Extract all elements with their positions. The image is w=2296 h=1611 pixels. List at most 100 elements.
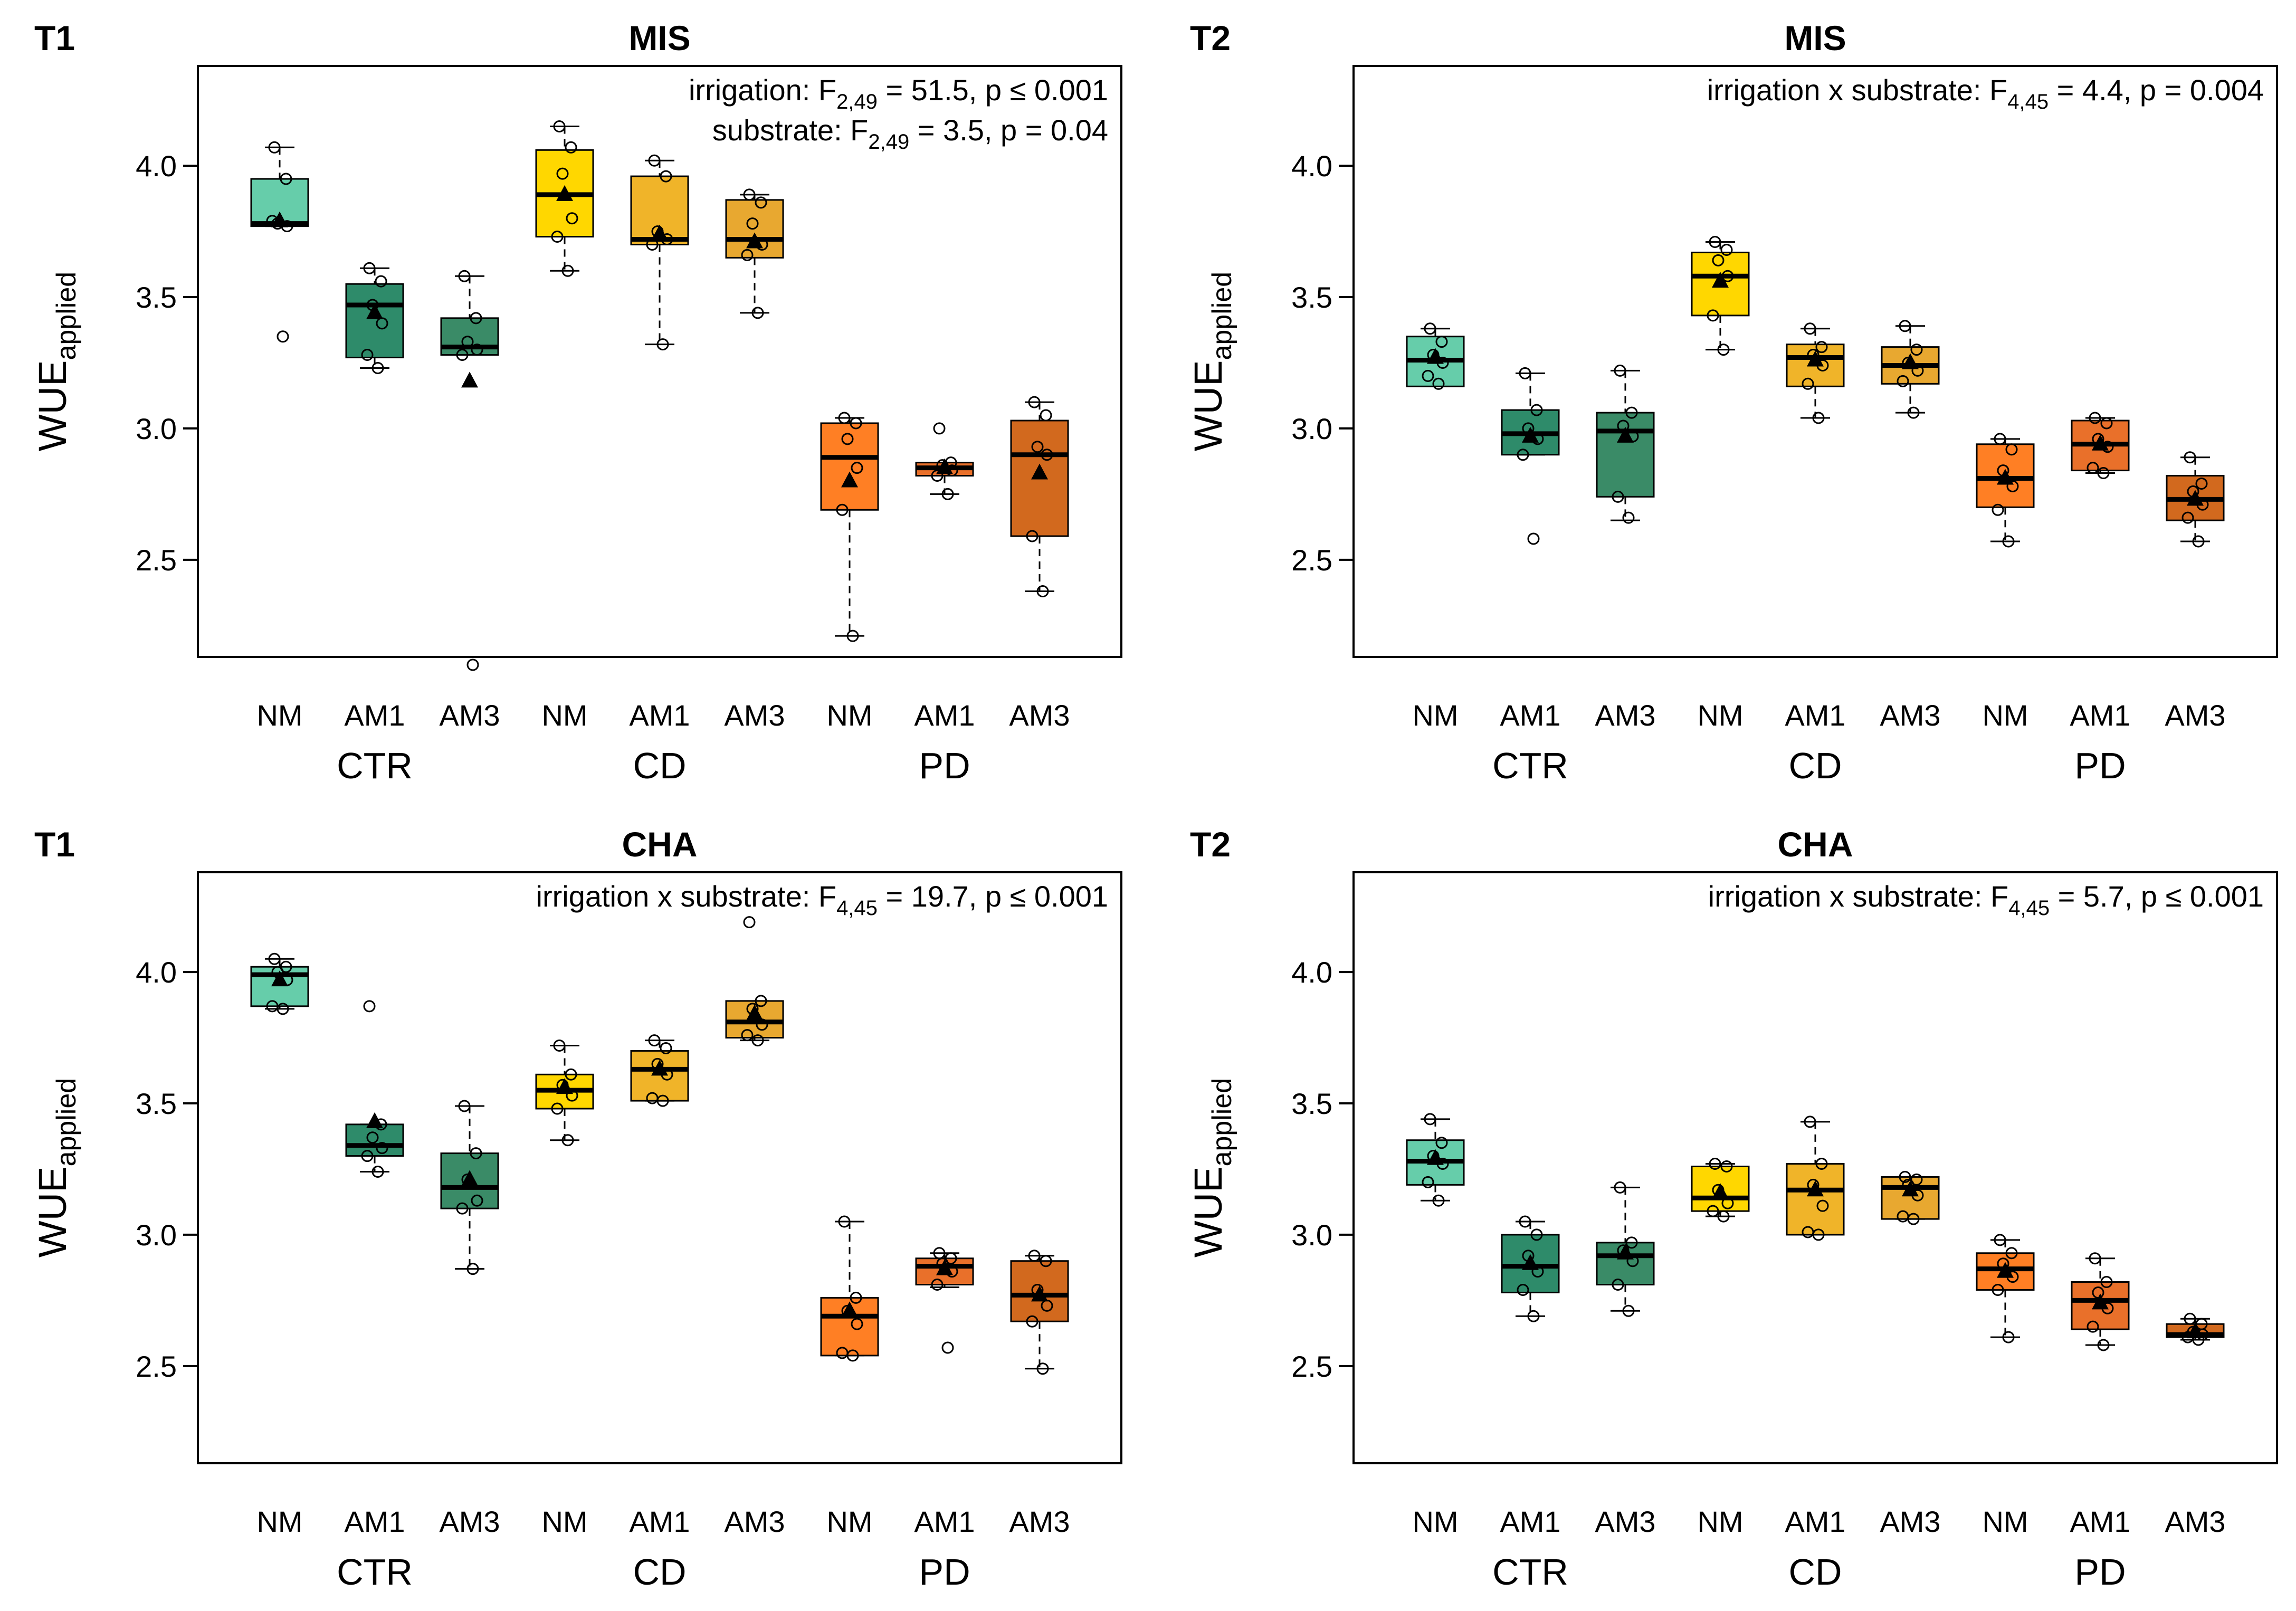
- data-point: [1422, 1176, 1434, 1188]
- data-point: [2097, 1339, 2110, 1351]
- box-ctr-am3: [1596, 1181, 1655, 1317]
- y-axis-label-main: WUE: [1186, 360, 1230, 452]
- data-point: [1815, 1158, 1828, 1170]
- data-point: [1527, 1310, 1540, 1322]
- data-point: [1899, 1170, 1911, 1183]
- y-tick-label: 2.5: [1291, 544, 1332, 577]
- stat-annotation-post: = 51.5, p ≤ 0.001: [878, 73, 1108, 107]
- data-point: [361, 349, 374, 361]
- time-label: T1: [34, 18, 75, 58]
- stat-annotation-post: = 3.5, p = 0.04: [909, 113, 1108, 147]
- data-point: [268, 952, 281, 965]
- box-ctr-am3: [1596, 364, 1655, 524]
- data-point: [751, 307, 764, 319]
- data-point: [836, 503, 849, 516]
- y-axis-label: WUEapplied: [1186, 272, 1237, 451]
- y-tick-label: 3.5: [1291, 1087, 1332, 1120]
- data-point: [1517, 449, 1529, 461]
- data-point: [2002, 1331, 2015, 1343]
- data-point: [375, 275, 387, 288]
- data-point: [1517, 1283, 1529, 1296]
- panel-t1-cha: T1 CHA 2.5 3.0 3.5 4.0 WUEapplied NM AM1 AM3 NM AM1…: [31, 825, 1122, 1593]
- x-tick-label: AM1: [914, 699, 975, 732]
- data-point: [1720, 243, 1733, 256]
- data-point: [1026, 530, 1039, 542]
- data-point: [1712, 254, 1725, 266]
- data-point: [366, 1131, 379, 1144]
- data-point: [850, 1291, 862, 1304]
- data-point: [551, 1102, 564, 1115]
- x-tick-label: NM: [541, 699, 587, 732]
- mean-marker: [1807, 350, 1824, 367]
- panel-t2-cha: T2 CHA 2.5 3.0 3.5 4.0 WUEapplied NM AM1 AM3 NM AM1…: [1186, 825, 2278, 1593]
- data-point: [556, 167, 569, 180]
- y-tick-label: 3.0: [136, 412, 177, 445]
- mean-marker: [1712, 272, 1729, 288]
- data-point: [1531, 1265, 1544, 1278]
- data-point: [363, 1000, 376, 1013]
- box-ctr-nm: [1406, 1113, 1465, 1207]
- y-axis-label-sub: applied: [1207, 272, 1237, 360]
- time-label: T2: [1190, 18, 1231, 58]
- y-tick-label: 4.0: [1291, 956, 1332, 989]
- data-point: [1812, 1228, 1825, 1241]
- y-axis-label-sub: applied: [51, 272, 82, 360]
- chart-title: CHA: [622, 825, 698, 864]
- data-point: [1519, 1215, 1531, 1228]
- box-ctr-nm: [250, 952, 309, 1015]
- data-point: [1041, 449, 1053, 461]
- data-point: [945, 1252, 957, 1265]
- data-point: [1907, 1213, 1920, 1225]
- data-point: [1804, 322, 1816, 335]
- x-group-label: CD: [1788, 1551, 1842, 1593]
- box-iqr: [345, 1123, 404, 1157]
- mean-marker: [461, 1170, 478, 1186]
- data-point: [1435, 1137, 1448, 1149]
- data-point: [1720, 1160, 1733, 1173]
- data-point: [933, 422, 946, 435]
- mean-marker: [841, 1301, 858, 1318]
- data-point: [656, 338, 669, 351]
- box-pd-nm: [1976, 433, 2035, 548]
- data-point: [561, 1134, 574, 1147]
- data-point: [470, 312, 482, 325]
- plot-frame: [197, 871, 1122, 1464]
- box-pd-am3: [2166, 451, 2225, 548]
- mean-marker: [556, 1078, 573, 1094]
- stat-annotation: irrigation: F2,49 = 51.5, p ≤ 0.001: [689, 73, 1108, 113]
- box-pd-nm: [820, 1215, 879, 1362]
- mean-marker: [1617, 1243, 1634, 1260]
- stat-annotation: substrate: F2,49 = 3.5, p = 0.04: [712, 113, 1108, 154]
- x-tick-label: AM3: [1880, 1505, 1940, 1538]
- data-point: [660, 170, 672, 183]
- stat-annotation-sub: 4,45: [836, 897, 878, 920]
- stat-annotation-sub: 4,45: [2008, 897, 2050, 920]
- data-point: [1614, 1181, 1626, 1194]
- x-tick-label: NM: [541, 1505, 587, 1538]
- x-group-label: PD: [2074, 745, 2126, 786]
- x-tick-label: AM3: [724, 1505, 785, 1538]
- y-axis-label-sub: applied: [51, 1078, 82, 1167]
- data-point: [743, 188, 756, 201]
- x-tick-label: AM1: [629, 1505, 690, 1538]
- data-point: [376, 1142, 388, 1155]
- panel-t1-mis: T1 MIS 2.5 3.0 3.5 4.0 WUEapplied NM AM1 AM3 NM AM1…: [31, 18, 1122, 786]
- y-tick-label: 3.5: [1291, 281, 1332, 314]
- data-point: [561, 264, 574, 277]
- x-tick-label: NM: [1697, 699, 1743, 732]
- x-tick-label: AM1: [1500, 699, 1560, 732]
- data-point: [1040, 1255, 1052, 1267]
- data-point: [1897, 375, 1909, 387]
- mean-marker: [1617, 426, 1634, 443]
- box-cd-am1: [630, 1034, 689, 1107]
- x-group-label: PD: [919, 745, 970, 786]
- data-point: [931, 1279, 944, 1291]
- box-ctr-nm: [1406, 322, 1465, 390]
- data-point: [2005, 1247, 2018, 1260]
- box-cd-nm: [535, 1040, 594, 1147]
- data-point: [1994, 1234, 2006, 1246]
- chart-title: MIS: [1784, 18, 1846, 58]
- box-iqr: [1596, 412, 1655, 498]
- stat-annotation-pre: substrate: F: [712, 113, 869, 147]
- mean-marker: [746, 232, 763, 249]
